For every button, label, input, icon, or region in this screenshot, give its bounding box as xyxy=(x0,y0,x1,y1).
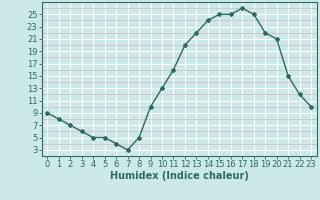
X-axis label: Humidex (Indice chaleur): Humidex (Indice chaleur) xyxy=(110,171,249,181)
